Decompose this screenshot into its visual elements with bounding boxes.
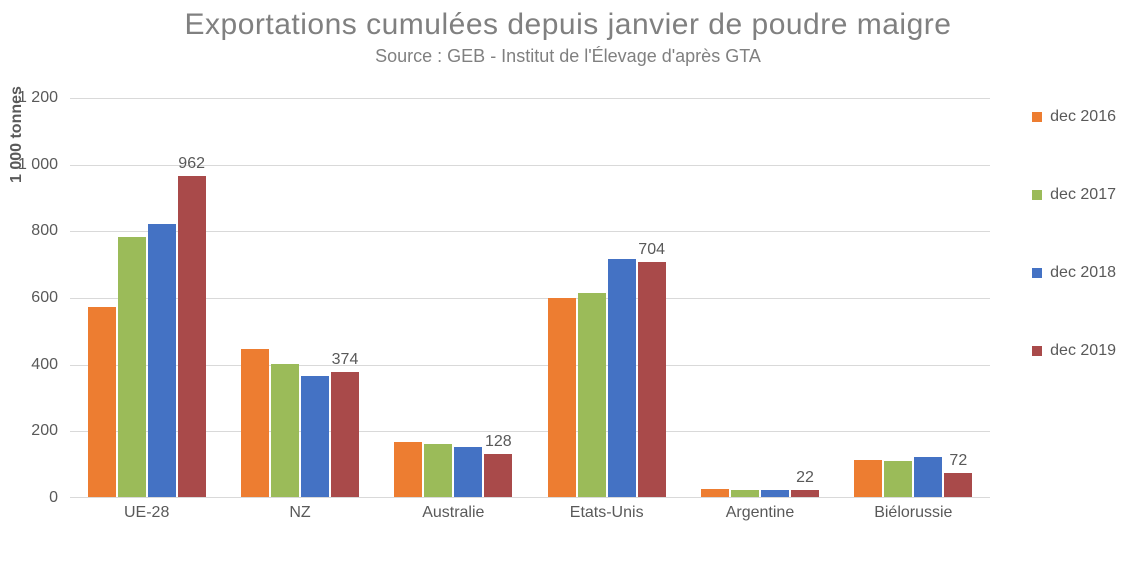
gridline: [70, 365, 990, 366]
bar: [88, 307, 116, 497]
x-tick-label: NZ: [223, 504, 376, 522]
bar: [791, 490, 819, 497]
bar: [731, 490, 759, 497]
bar: [424, 444, 452, 497]
legend-label: dec 2017: [1050, 186, 1116, 204]
x-tick-label: Australie: [377, 504, 530, 522]
legend-swatch: [1032, 190, 1042, 200]
legend-item: dec 2016: [1032, 108, 1116, 126]
bar: [884, 461, 912, 497]
plot-area: 9623741287042272: [70, 98, 990, 498]
gridline: [70, 431, 990, 432]
bar: [484, 454, 512, 497]
data-label: 704: [638, 241, 665, 259]
bar: [271, 364, 299, 497]
x-tick-label: Etats-Unis: [530, 504, 683, 522]
bar: [578, 293, 606, 497]
bar: [301, 376, 329, 497]
chart-title: Exportations cumulées depuis janvier de …: [0, 8, 1136, 42]
y-tick-label: 0: [0, 489, 58, 507]
bar: [454, 447, 482, 497]
bar: [118, 237, 146, 497]
bar: [608, 259, 636, 497]
bar: [241, 349, 269, 497]
y-tick-label: 1 000: [0, 156, 58, 174]
data-label: 374: [332, 351, 359, 369]
gridline: [70, 298, 990, 299]
y-tick-label: 200: [0, 422, 58, 440]
data-label: 128: [485, 433, 512, 451]
bar: [331, 372, 359, 497]
legend-label: dec 2016: [1050, 108, 1116, 126]
bar: [178, 176, 206, 497]
gridline: [70, 165, 990, 166]
y-tick-label: 1 200: [0, 89, 58, 107]
y-tick-label: 400: [0, 356, 58, 374]
legend-swatch: [1032, 112, 1042, 122]
chart-area: 9623741287042272 UE-28NZAustralieEtats-U…: [70, 98, 990, 528]
legend: dec 2016 dec 2017 dec 2018 dec 2019: [1032, 108, 1116, 360]
y-tick-label: 600: [0, 289, 58, 307]
legend-swatch: [1032, 268, 1042, 278]
legend-label: dec 2019: [1050, 342, 1116, 360]
legend-item: dec 2017: [1032, 186, 1116, 204]
gridline: [70, 231, 990, 232]
legend-item: dec 2018: [1032, 264, 1116, 282]
legend-swatch: [1032, 346, 1042, 356]
y-tick-label: 800: [0, 222, 58, 240]
logo-backdrop: [936, 462, 1136, 582]
bar: [148, 224, 176, 497]
gridline: [70, 98, 990, 99]
legend-label: dec 2018: [1050, 264, 1116, 282]
data-label: 22: [796, 469, 814, 487]
bar: [854, 460, 882, 497]
legend-item: dec 2019: [1032, 342, 1116, 360]
bar: [638, 262, 666, 497]
bar: [761, 490, 789, 497]
bar: [701, 489, 729, 497]
chart-subtitle: Source : GEB - Institut de l'Élevage d'a…: [0, 46, 1136, 67]
bar: [394, 442, 422, 497]
bar: [548, 298, 576, 497]
data-label: 962: [178, 155, 205, 173]
x-tick-label: Argentine: [683, 504, 836, 522]
x-tick-label: UE-28: [70, 504, 223, 522]
